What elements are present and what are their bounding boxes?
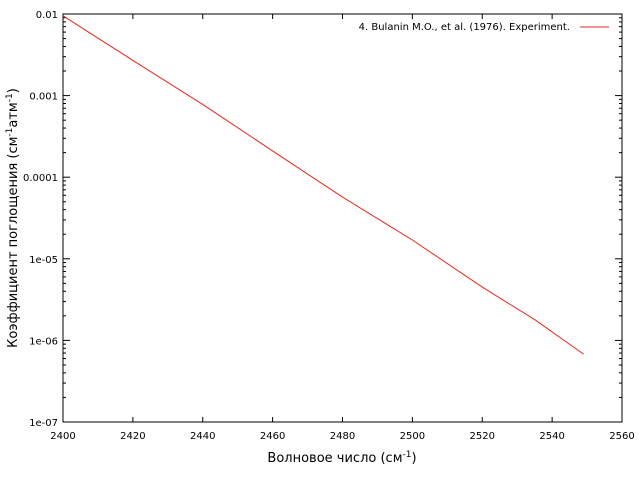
y-tick-label: 1e-06 xyxy=(29,336,58,347)
series-layer xyxy=(62,15,584,355)
x-tick-label: 2480 xyxy=(330,431,355,442)
series-line xyxy=(62,15,584,355)
y-tick-label: 0.0001 xyxy=(23,173,58,184)
x-axis-ticks: 2400 2420 2440 2460 2480 2500 2520 2540 2560 xyxy=(50,14,635,442)
y-axis-ticks: 1e-07 1e-06 1e-05 0.0001 0.001 0.01 xyxy=(23,10,622,429)
legend: 4. Bulanin M.O., et al. (1976). Experime… xyxy=(359,22,609,33)
x-tick-label: 2420 xyxy=(120,431,145,442)
x-tick-label: 2460 xyxy=(260,431,285,442)
y-tick-label: 1e-05 xyxy=(29,255,58,266)
plot-frame xyxy=(62,13,623,423)
x-tick-label: 2540 xyxy=(539,431,564,442)
x-tick-label: 2500 xyxy=(400,431,425,442)
x-tick-label: 2400 xyxy=(50,431,75,442)
legend-entry-label: 4. Bulanin M.O., et al. (1976). Experime… xyxy=(359,22,570,33)
x-tick-label: 2520 xyxy=(470,431,495,442)
y-tick-label: 0.01 xyxy=(36,10,58,21)
x-tick-label: 2560 xyxy=(609,431,634,442)
y-axis-label: Коэффициент поглощения (см-1атм-1) xyxy=(5,88,21,348)
x-tick-label: 2440 xyxy=(190,431,215,442)
y-tick-label: 0.001 xyxy=(29,92,58,103)
x-axis-label: Волновое число (см-1) xyxy=(267,450,416,466)
y-tick-label: 1e-07 xyxy=(29,418,58,429)
